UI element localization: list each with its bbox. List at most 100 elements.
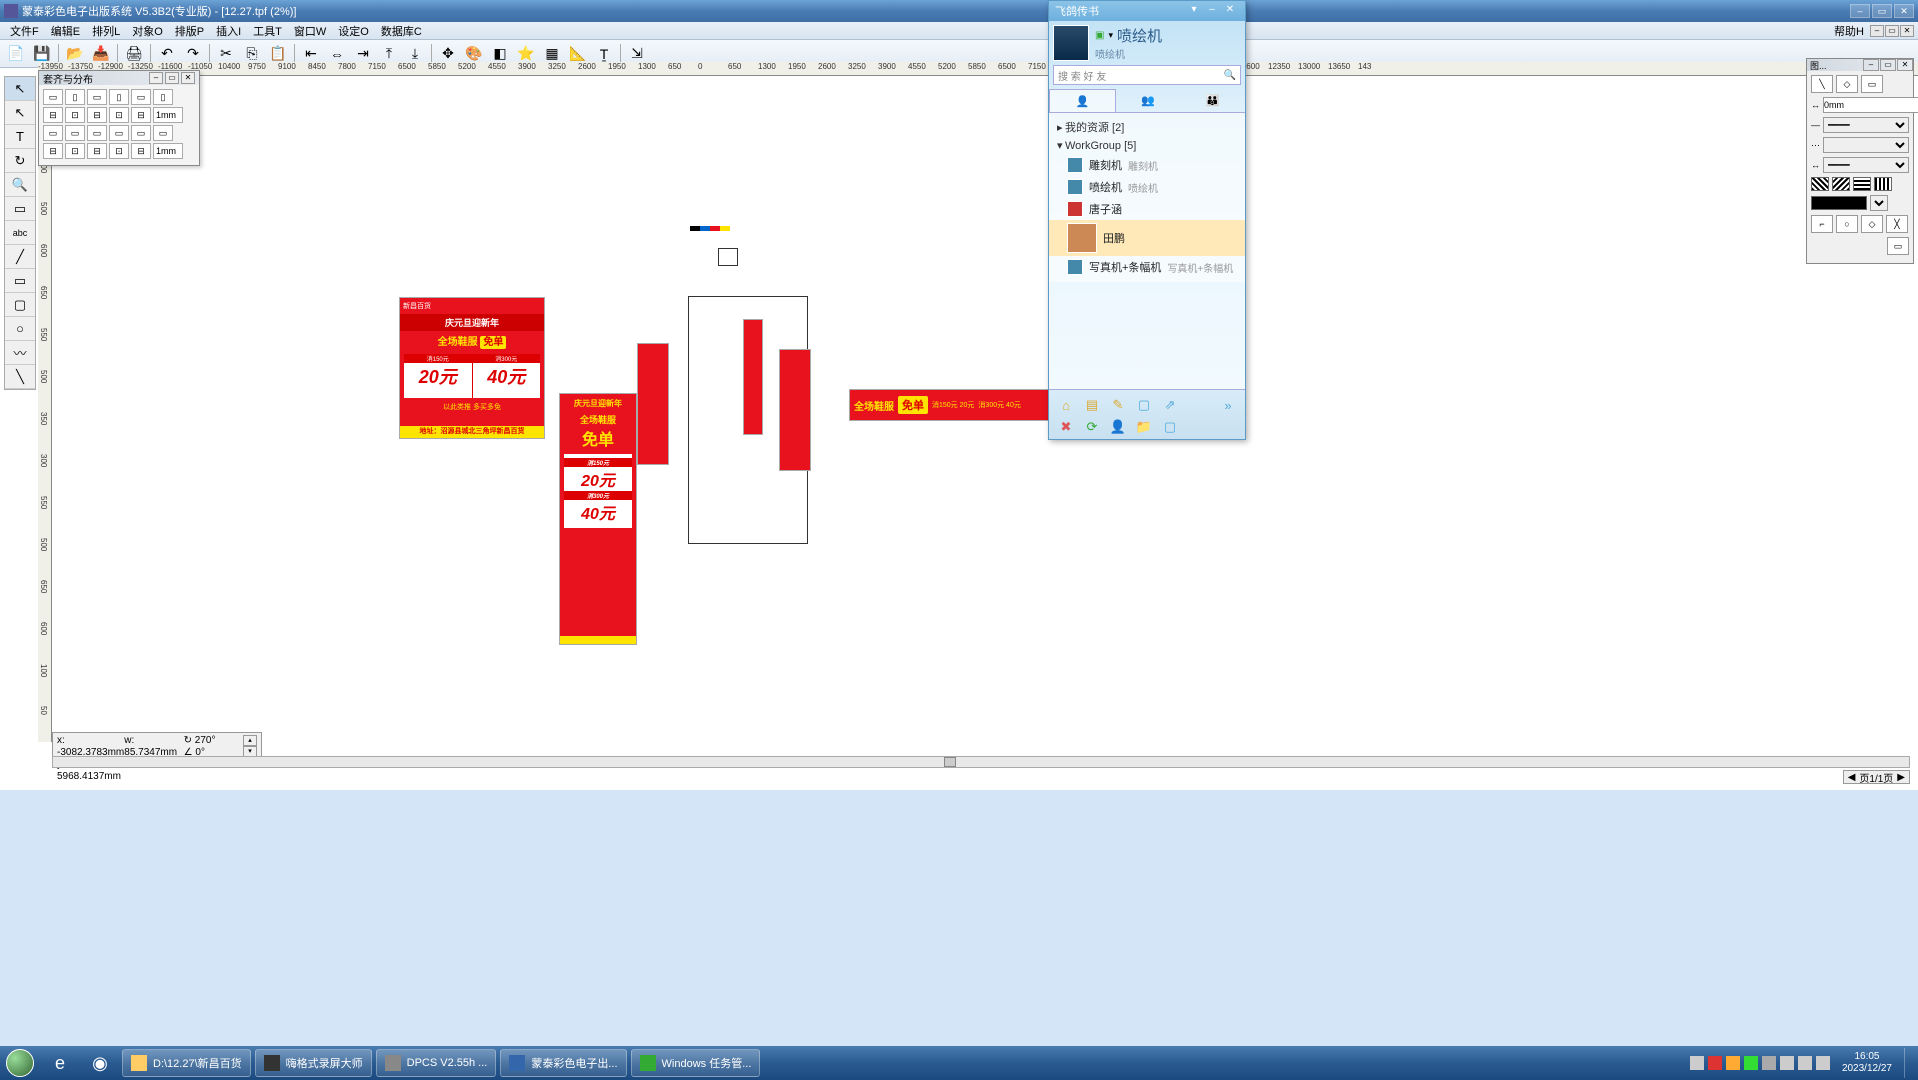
align-btn-r1-1[interactable]: ▭ xyxy=(43,89,63,105)
align-btn-r1-6[interactable]: ▯ xyxy=(153,89,173,105)
node-tool[interactable]: ↖ xyxy=(5,101,35,125)
menu-tools[interactable]: 工具T xyxy=(247,23,288,39)
align-btn-r2-3[interactable]: ⊟ xyxy=(87,107,107,123)
page-next-button[interactable]: ▶ xyxy=(1897,772,1905,783)
msgr-note-icon[interactable]: ▤ xyxy=(1083,396,1101,414)
align-btn-r3-3[interactable]: ▭ xyxy=(87,125,107,141)
page-prev-button[interactable]: ◀ xyxy=(1848,772,1856,783)
align-btn-r1-4[interactable]: ▯ xyxy=(109,89,129,105)
messenger-close-button[interactable]: ✕ xyxy=(1221,4,1239,18)
messenger-tab-contacts[interactable]: 👤 xyxy=(1049,89,1116,112)
msgr-refresh-icon[interactable]: ⟳ xyxy=(1083,418,1101,436)
tray-icon-3[interactable] xyxy=(1726,1056,1740,1070)
props-tab-2[interactable]: ◇ xyxy=(1836,75,1858,93)
menu-insert[interactable]: 插入I xyxy=(210,23,247,39)
horizontal-scrollbar[interactable] xyxy=(52,756,1910,768)
tray-icon-1[interactable] xyxy=(1690,1056,1704,1070)
menu-edit[interactable]: 编辑E xyxy=(45,23,86,39)
taskbar-item-3[interactable]: 蒙泰彩色电子出... xyxy=(500,1049,626,1077)
props-tab-3[interactable]: ▭ xyxy=(1861,75,1883,93)
stroke-width-input[interactable] xyxy=(1823,97,1918,113)
msgr-edit-icon[interactable]: ✎ xyxy=(1109,396,1127,414)
align-btn-r2-5[interactable]: ⊟ xyxy=(131,107,151,123)
messenger-contact-3[interactable]: 田鹏 xyxy=(1049,220,1245,256)
align-btn-r3-2[interactable]: ▭ xyxy=(65,125,85,141)
taskbar-item-4[interactable]: Windows 任务管... xyxy=(631,1049,761,1077)
align-btn-r4-3[interactable]: ⊟ xyxy=(87,143,107,159)
rect-tool[interactable]: ▭ xyxy=(5,269,35,293)
ellipse-tool[interactable]: ○ xyxy=(5,317,35,341)
messenger-contact-0[interactable]: 雕刻机 雕刻机 xyxy=(1049,154,1245,176)
cap-1[interactable]: ⌐ xyxy=(1811,215,1833,233)
msgr-folder-icon[interactable]: 📁 xyxy=(1135,418,1153,436)
pattern-2[interactable] xyxy=(1832,177,1850,191)
messenger-group-workgroup[interactable]: ▾WorkGroup [5] xyxy=(1049,137,1245,154)
pattern-1[interactable] xyxy=(1811,177,1829,191)
align-btn-r3-6[interactable]: ▭ xyxy=(153,125,173,141)
rotate-tool[interactable]: ↻ xyxy=(5,149,35,173)
tray-icon-5[interactable] xyxy=(1762,1056,1776,1070)
line-style-select[interactable]: ━━━━ xyxy=(1823,117,1909,133)
roundrect-tool[interactable]: ▢ xyxy=(5,293,35,317)
align-btn-r4-5[interactable]: ⊟ xyxy=(131,143,151,159)
props-close-button[interactable]: ✕ xyxy=(1897,59,1913,71)
align-gap-h-input[interactable] xyxy=(153,107,183,123)
canvas[interactable]: 新昌百货 庆元旦迎新年 全场鞋服 免单 消150元 20元 消300元 40元 … xyxy=(52,76,1910,742)
line-tool[interactable]: ╱ xyxy=(5,245,35,269)
artwork-main-banner[interactable]: 新昌百货 庆元旦迎新年 全场鞋服 免单 消150元 20元 消300元 40元 … xyxy=(400,298,544,438)
menu-object[interactable]: 对象O xyxy=(126,23,169,39)
props-max-button[interactable]: ▭ xyxy=(1880,59,1896,71)
zoom-tool[interactable]: 🔍 xyxy=(5,173,35,197)
align-btn-r3-1[interactable]: ▭ xyxy=(43,125,63,141)
props-tab-1[interactable]: ╲ xyxy=(1811,75,1833,93)
align-panel-max-button[interactable]: ▭ xyxy=(165,72,179,84)
color-dropdown[interactable] xyxy=(1870,195,1888,211)
props-min-button[interactable]: – xyxy=(1863,59,1879,71)
align-btn-r2-1[interactable]: ⊟ xyxy=(43,107,63,123)
menu-settings[interactable]: 设定O xyxy=(332,23,375,39)
new-button[interactable]: 📄 xyxy=(4,42,28,66)
align-gap-v-input[interactable] xyxy=(153,143,183,159)
artwork-narrow-1[interactable] xyxy=(638,344,668,464)
maximize-button[interactable]: ▭ xyxy=(1872,4,1892,18)
dash-style-select[interactable] xyxy=(1823,137,1909,153)
align-btn-r1-3[interactable]: ▭ xyxy=(87,89,107,105)
msgr-screen-icon[interactable]: ▢ xyxy=(1135,396,1153,414)
status-dropdown[interactable]: ▾ xyxy=(1108,30,1113,41)
curve-tool[interactable]: 〰 xyxy=(5,341,35,365)
align-panel-min-button[interactable]: – xyxy=(149,72,163,84)
tray-volume-icon[interactable] xyxy=(1798,1056,1812,1070)
align-btn-r2-2[interactable]: ⊡ xyxy=(65,107,85,123)
taskbar-item-0[interactable]: D:\12.27\新昌百货 xyxy=(122,1049,251,1077)
menu-arrange[interactable]: 排列L xyxy=(86,23,126,39)
messenger-menu-button[interactable]: ▾ xyxy=(1185,4,1203,18)
artwork-narrow-2a[interactable] xyxy=(744,320,762,434)
align-btn-r1-2[interactable]: ▯ xyxy=(65,89,85,105)
status-stepper-up[interactable]: ▴ xyxy=(243,735,257,746)
mdi-close-button[interactable]: ✕ xyxy=(1900,25,1914,37)
minimize-button[interactable]: – xyxy=(1850,4,1870,18)
messenger-search[interactable]: 搜 索 好 友 🔍 xyxy=(1053,65,1241,85)
mdi-minimize-button[interactable]: – xyxy=(1870,25,1884,37)
pen-tool[interactable]: ╲ xyxy=(5,365,35,389)
taskbar-clock[interactable]: 16:05 2023/12/27 xyxy=(1834,1051,1900,1075)
msgr-send-icon[interactable]: ⇗ xyxy=(1161,396,1179,414)
taskbar-item-1[interactable]: 嗨格式录屏大师 xyxy=(255,1049,372,1077)
scroll-thumb[interactable] xyxy=(944,757,956,767)
msgr-user-icon[interactable]: 👤 xyxy=(1109,418,1127,436)
small-rect[interactable] xyxy=(718,248,738,266)
tray-network-icon[interactable] xyxy=(1816,1056,1830,1070)
mdi-restore-button[interactable]: ▭ xyxy=(1885,25,1899,37)
messenger-minimize-button[interactable]: – xyxy=(1203,4,1221,18)
messenger-avatar[interactable] xyxy=(1053,25,1089,61)
cap-2[interactable]: ○ xyxy=(1836,215,1858,233)
props-apply-button[interactable]: ▭ xyxy=(1887,237,1909,255)
pinned-ie[interactable]: e xyxy=(40,1048,80,1078)
close-button[interactable]: ✕ xyxy=(1894,4,1914,18)
abc-tool[interactable]: abc xyxy=(5,221,35,245)
align-btn-r4-2[interactable]: ⊡ xyxy=(65,143,85,159)
messenger-contact-4[interactable]: 写真机+条幅机 写真机+条幅机 xyxy=(1049,256,1245,278)
tray-icon-4[interactable] xyxy=(1744,1056,1758,1070)
pattern-4[interactable] xyxy=(1874,177,1892,191)
color-swatch[interactable] xyxy=(1811,196,1867,210)
